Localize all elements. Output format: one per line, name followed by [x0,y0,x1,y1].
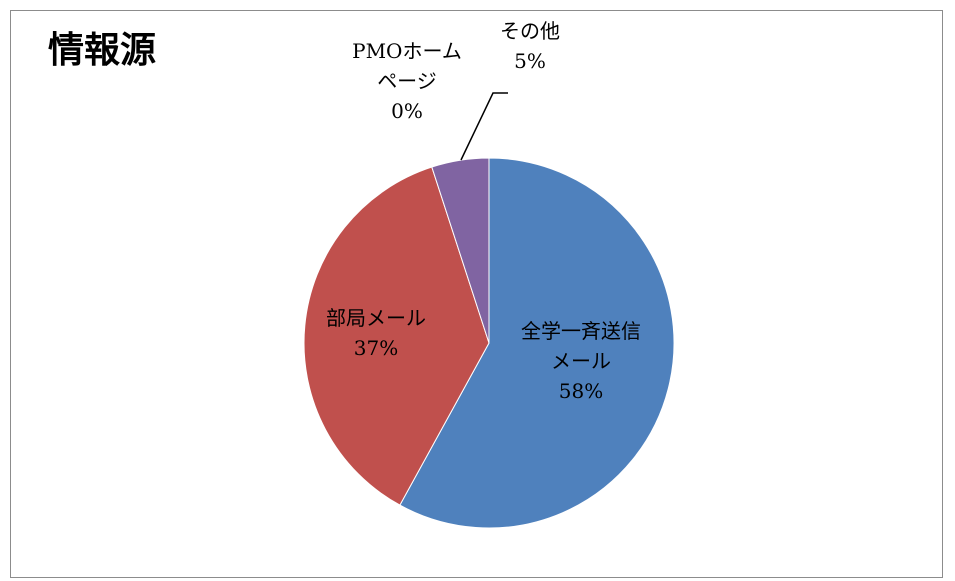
data-label-2: PMOホームページ 0% [352,39,462,123]
category-label: メール [551,349,611,373]
pie-slices [303,157,675,529]
category-label: 部局メール [326,306,426,330]
leader-lines [460,92,508,161]
percent-label: 5% [514,49,546,73]
category-label: 全学一斉送信 [521,319,641,343]
category-label: その他 [500,19,560,43]
slice-0 [399,157,675,529]
data-labels: 全学一斉送信メール 58% 部局メール 37% PMOホームページ 0% その他 5% [326,19,641,403]
percent-label: 58% [559,379,603,403]
leader-line-3 [460,92,508,161]
percent-label: 37% [354,336,398,360]
category-label: ページ [377,69,437,93]
slice-3 [431,157,490,344]
percent-label: 0% [391,99,423,123]
slice-1 [303,166,490,506]
category-label: PMOホーム [352,39,462,63]
data-label-0: 全学一斉送信メール 58% [521,319,641,403]
data-label-1: 部局メール 37% [326,306,426,360]
chart-title: 情報源 [48,30,157,71]
data-label-3: その他 5% [500,19,560,73]
